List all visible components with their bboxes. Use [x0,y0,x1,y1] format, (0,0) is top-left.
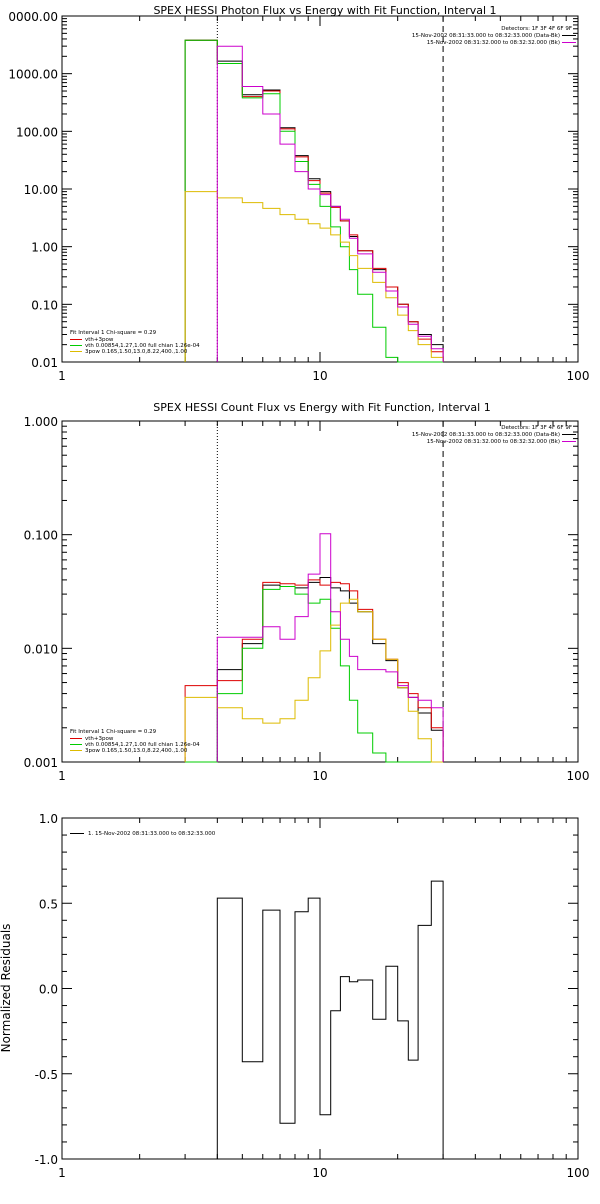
x-tick-label: 10 [312,369,327,383]
y-tick-label: -0.5 [35,1068,58,1082]
photon-flux-ticks [61,15,579,363]
y-tick-label: 0.01 [31,356,58,370]
residuals-legend: 1. 15-Nov-2002 08:31:33.000 to 08:32:33.… [70,831,216,837]
count-legend-3pow: 3pow 0.165,1.50,13.0,8.22,400.,1.00 [85,748,188,754]
x-tick-label: 100 [567,1166,590,1180]
y-tick-label: 0.10 [31,298,58,312]
y-tick-label: -1.0 [35,1153,58,1167]
series-bk [216,533,444,762]
y-tick-label: 0.010 [24,642,58,656]
count-legend-data-interval: 15-Nov-2002 08:31:33.000 to 08:32:33.000… [412,432,560,438]
series-data [185,577,444,763]
count-flux-x-tick-labels: 1 10 100 [58,769,589,783]
series-vth [184,39,444,363]
y-tick-label: 100.00 [16,125,58,139]
series-bk [216,45,444,362]
residuals-ticks [61,817,579,1160]
y-tick-label: 0.100 [24,529,58,543]
x-tick-label: 1 [58,369,66,383]
y-tick-label: 1000.00 [8,68,58,82]
y-tick-label: 10.00 [24,183,58,197]
y-tick-label: 0.0 [39,983,58,997]
count-flux-y-tick-labels: 1.000 0.100 0.010 0.001 [24,415,58,770]
series-residuals [216,880,444,1159]
y-tick-label: 0.001 [24,756,58,770]
series-3pow [184,191,444,362]
photon-flux-series [184,39,444,363]
count-flux-frame [61,420,579,763]
series-vth [185,586,444,763]
x-tick-label: 10 [312,769,327,783]
photon-flux-y-tick-labels: 0000.00 1000.00 100.00 10.00 1.00 0.10 0.01 [8,10,58,370]
photon-legend-bk-interval: 15-Nov-2002 08:31:32.000 to 08:32:32.000… [427,40,560,46]
count-flux-legend-bottom: Fit Interval 1 Chi-square = 0.29 vth+3po… [70,729,200,754]
series-model [184,39,444,362]
residuals-series [216,880,444,1159]
count-legend-detectors: Detectors: 1F 3F 4F 6F 9F [501,425,572,431]
photon-legend-3pow: 3pow 0.165,1.50,13.0,8.22,400.,1.00 [85,349,188,355]
y-tick-label: 1.00 [31,241,58,255]
x-tick-label: 10 [312,1166,327,1180]
x-tick-label: 1 [58,769,66,783]
residuals-y-tick-labels: 1.0 0.5 0.0 -0.5 -1.0 [35,812,58,1167]
count-flux-series [184,533,444,763]
photon-flux-legend-top: Detectors: 1F 3F 4F 6F 9F 15-Nov-2002 08… [412,26,576,46]
residuals-y-axis-label: Normalized Residuals [0,924,13,1053]
count-legend-fit-interval: Fit Interval 1 Chi-square = 0.29 [70,729,157,735]
count-flux-panel: SPEX HESSI Count Flux vs Energy with Fit… [24,401,590,783]
photon-flux-lines [216,16,444,362]
count-legend-bk-interval: 15-Nov-2002 08:31:32.000 to 08:32:32.000… [427,439,560,445]
residuals-legend-label: 1. 15-Nov-2002 08:31:33.000 to 08:32:33.… [88,831,216,837]
photon-flux-title: SPEX HESSI Photon Flux vs Energy with Fi… [153,4,496,17]
residuals-x-tick-labels: 1 10 100 [58,1166,589,1180]
count-legend-vth: vth 0.00854,1.27,1.00 full chian 1.26e-0… [85,742,200,748]
photon-legend-detectors: Detectors: 1F 3F 4F 6F 9F [501,26,572,32]
y-tick-label: 0.5 [39,897,58,911]
x-tick-label: 100 [567,769,590,783]
count-flux-lines [216,421,444,762]
photon-legend-data-interval: 15-Nov-2002 08:31:33.000 to 08:32:33.000… [412,33,560,39]
y-tick-label: 0000.00 [8,10,58,24]
photon-flux-legend-bottom: Fit Interval 1 Chi-square = 0.29 vth+3po… [70,330,200,355]
photon-legend-vth: vth 0.00854,1.27,1.00 full chian 1.26e-0… [85,343,200,349]
photon-legend-model: vth+3pow [85,337,114,343]
x-tick-label: 1 [58,1166,66,1180]
photon-flux-panel: SPEX HESSI Photon Flux vs Energy with Fi… [8,4,589,383]
series-data [184,39,444,362]
series-model [184,579,444,762]
y-tick-label: 1.0 [39,812,58,826]
y-tick-label: 1.000 [24,415,58,429]
x-tick-label: 100 [567,369,590,383]
count-flux-ticks [61,420,579,763]
residuals-panel: 1.0 0.5 0.0 -0.5 -1.0 1 10 100 Normalized Resi… [0,812,589,1180]
photon-legend-fit-interval: Fit Interval 1 Chi-square = 0.29 [70,330,157,336]
count-flux-title: SPEX HESSI Count Flux vs Energy with Fit… [153,401,490,414]
count-legend-model: vth+3pow [85,736,114,742]
count-flux-legend-top: Detectors: 1F 3F 4F 6F 9F 15-Nov-2002 08… [412,425,576,445]
photon-flux-x-tick-labels: 1 10 100 [58,369,589,383]
